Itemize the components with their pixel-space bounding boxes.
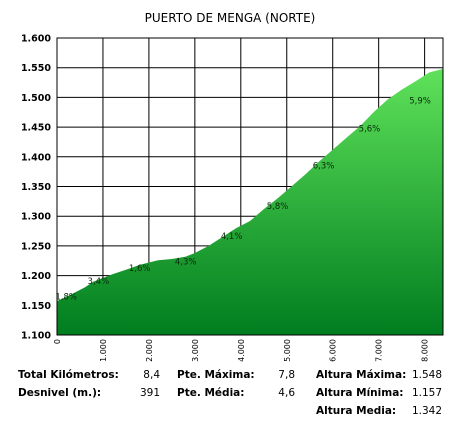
segment-gradient-label: 5,8%	[267, 202, 289, 212]
segment-labels: 1,8% 3,4% 1,6% 4,3% 4,1% 5,8% 6,3% 5,6% 5,9%	[55, 96, 430, 302]
x-tick-label: 1.000	[99, 339, 108, 362]
pte-media-label: Pte. Média:	[177, 387, 245, 399]
segment-gradient-label: 1,6%	[129, 264, 151, 274]
y-axis-ticks: 1.100 1.150 1.200 1.250 1.300 1.350 1.400 1.450…	[21, 34, 51, 342]
y-tick-label: 1.200	[21, 271, 51, 282]
desnivel-label: Desnivel (m.):	[18, 387, 102, 399]
alt-max-value: 1.548	[411, 369, 442, 381]
x-tick-label: 4.000	[237, 339, 246, 362]
segment-gradient-label: 6,3%	[313, 162, 335, 172]
pte-media-value: 4,6	[278, 387, 295, 399]
x-tick-label: 6.000	[329, 339, 338, 362]
plot-border	[56, 37, 444, 336]
y-tick-label: 1.100	[21, 331, 51, 342]
total-km-value: 8,4	[143, 369, 160, 381]
x-axis-ticks: 0 1.000 2.000 3.000 4.000 5.000 6.000 7.000 8.00…	[53, 339, 430, 362]
y-tick-label: 1.500	[21, 93, 51, 104]
y-tick-label: 1.300	[21, 212, 51, 223]
y-tick-label: 1.150	[21, 301, 51, 312]
y-tick-label: 1.350	[21, 182, 51, 193]
y-tick-label: 1.600	[21, 34, 51, 45]
x-tick-label: 7.000	[375, 339, 384, 362]
chart-title: PUERTO DE MENGA (NORTE)	[145, 11, 316, 25]
segment-gradient-label: 4,3%	[175, 257, 197, 267]
y-tick-label: 1.250	[21, 241, 51, 252]
total-km-label: Total Kilómetros:	[18, 369, 119, 381]
x-tick-label: 3.000	[191, 339, 200, 362]
pte-max-label: Pte. Máxima:	[177, 369, 255, 381]
y-tick-label: 1.400	[21, 152, 51, 163]
y-tick-label: 1.550	[21, 63, 51, 74]
alt-media-label: Altura Media:	[316, 405, 397, 417]
elevation-area	[57, 68, 443, 336]
plot-frame	[56, 37, 444, 336]
x-tick-label: 2.000	[145, 339, 154, 362]
alt-min-value: 1.157	[411, 387, 442, 399]
segment-gradient-label: 3,4%	[88, 277, 110, 287]
x-tick-label: 5.000	[283, 339, 292, 362]
alt-min-label: Altura Mínima:	[316, 387, 404, 399]
segment-gradient-label: 5,9%	[409, 96, 431, 106]
alt-media-value: 1.342	[411, 405, 442, 417]
alt-max-label: Altura Máxima:	[316, 369, 407, 381]
x-tick-label: 0	[53, 339, 62, 344]
y-tick-label: 1.450	[21, 123, 51, 134]
segment-gradient-label: 4,1%	[221, 232, 243, 242]
elevation-chart: PUERTO DE MENGA (NORTE) 1.1001.1501.2001…	[21, 11, 444, 362]
x-tick-label: 8.000	[421, 339, 430, 362]
pte-max-value: 7,8	[278, 369, 295, 381]
desnivel-value: 391	[139, 387, 160, 399]
segment-gradient-label: 5,6%	[359, 124, 381, 134]
segment-gradient-label: 1,8%	[55, 292, 77, 302]
